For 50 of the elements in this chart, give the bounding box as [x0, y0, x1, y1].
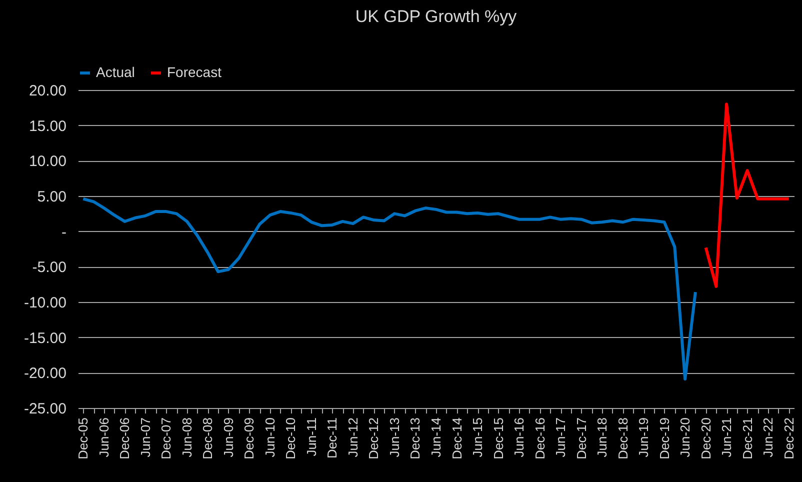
x-tick-label: Dec-22 [781, 418, 796, 460]
x-tick-label: Dec-21 [740, 418, 755, 460]
x-tick-label: Dec-08 [200, 418, 216, 460]
x-tick-label: Dec-15 [490, 418, 506, 460]
x-tick-label: Jun-07 [138, 418, 153, 458]
x-tick-label: Dec-18 [615, 418, 630, 460]
y-tick-label: - [62, 224, 66, 241]
x-tick-label: Jun-21 [719, 418, 734, 458]
y-tick-label: -15.00 [24, 330, 66, 347]
legend-label: Actual [96, 64, 135, 80]
x-tick-label: Jun-19 [636, 418, 652, 458]
x-tick-label: Dec-14 [449, 418, 464, 460]
x-tick-label: Dec-07 [158, 418, 174, 460]
y-tick-label: 20.00 [28, 82, 66, 100]
x-tick-label: Dec-20 [698, 418, 714, 460]
chart-title: UK GDP Growth %yy [355, 7, 518, 26]
y-tick-label: 5.00 [37, 188, 66, 206]
x-tick-label: Jun-16 [512, 418, 527, 458]
x-tick-label: Jun-13 [386, 418, 402, 458]
line-series [82, 197, 697, 381]
x-tick-label: Dec-09 [242, 418, 257, 460]
x-tick-label: Jun-22 [760, 418, 776, 458]
x-tick-label: Dec-11 [324, 418, 340, 458]
y-tick-label: 15.00 [28, 118, 66, 135]
x-tick-label: Jun-12 [345, 418, 360, 458]
y-tick-label: -5.00 [32, 259, 66, 276]
x-tick-label: Dec-10 [283, 418, 298, 460]
x-tick-label: Jun-11 [304, 418, 319, 456]
x-tick-label: Jun-15 [470, 418, 486, 458]
y-tick-label: -10.00 [24, 294, 66, 312]
x-tick-label: Jun-20 [678, 418, 693, 458]
line-series [704, 102, 790, 288]
x-tick-label: Jun-18 [594, 418, 610, 458]
x-tick-label: Jun-08 [179, 418, 194, 458]
x-tick-label: Jun-09 [220, 418, 236, 458]
y-tick-label: 10.00 [28, 153, 66, 170]
x-tick-label: Dec-13 [408, 418, 423, 460]
legend-label: Forecast [167, 64, 222, 80]
x-tick-label: Jun-10 [262, 418, 278, 458]
x-tick-label: Dec-12 [366, 418, 382, 460]
y-tick-label: -20.00 [24, 365, 66, 382]
x-tick-label: Jun-14 [428, 418, 444, 458]
y-tick-label: -25.00 [24, 400, 66, 418]
x-tick-label: Dec-19 [656, 418, 672, 460]
x-tick-label: Jun-17 [553, 418, 568, 458]
x-tick-label: Dec-06 [117, 418, 132, 460]
x-tick-label: Dec-17 [574, 418, 589, 460]
x-tick-label: Dec-05 [76, 418, 91, 460]
x-tick-label: Jun-06 [96, 418, 112, 458]
x-tick-label: Dec-16 [532, 418, 548, 460]
